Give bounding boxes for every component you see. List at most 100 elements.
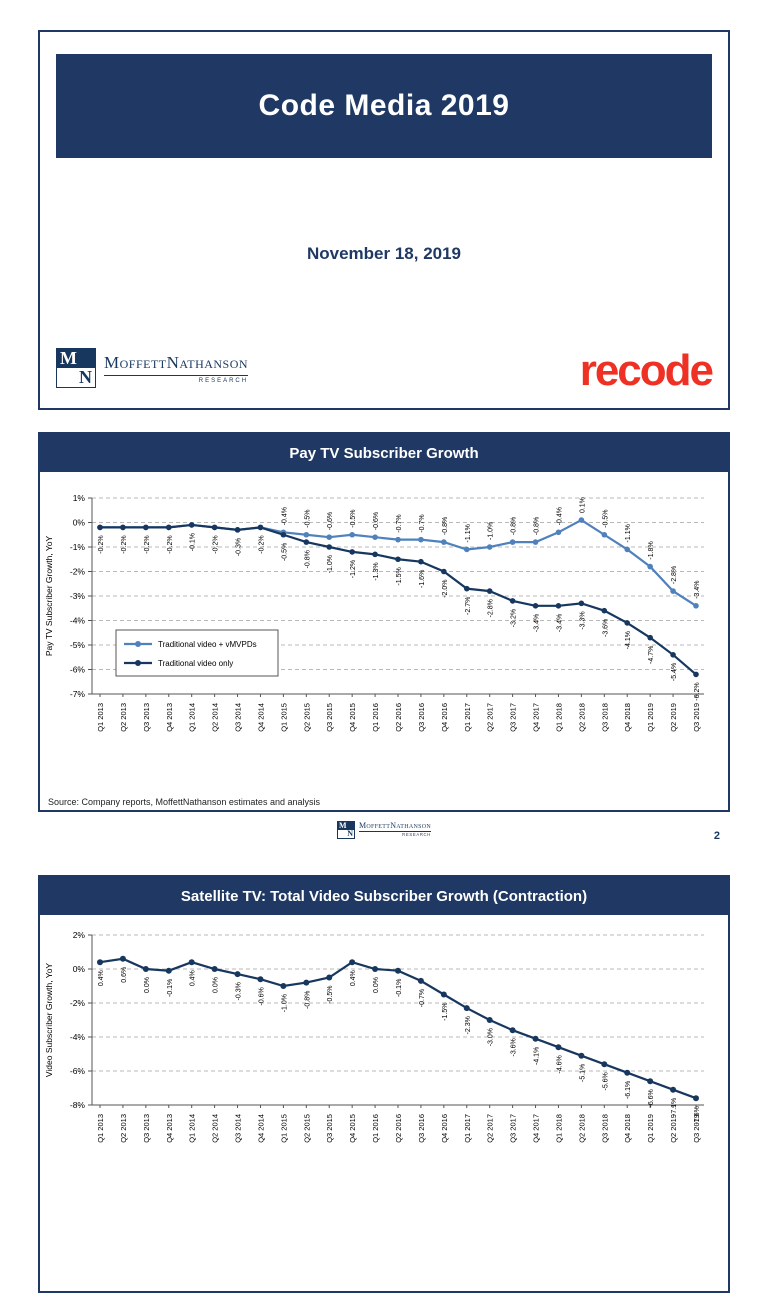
svg-text:-6.1%: -6.1% xyxy=(625,1081,632,1099)
svg-text:-3.6%: -3.6% xyxy=(511,1038,518,1056)
svg-text:Q2 2017: Q2 2017 xyxy=(486,703,495,732)
svg-text:-2%: -2% xyxy=(70,998,86,1008)
svg-text:Q1 2013: Q1 2013 xyxy=(96,703,105,732)
svg-text:-0.4%: -0.4% xyxy=(556,507,563,525)
svg-text:0.4%: 0.4% xyxy=(98,970,105,986)
svg-text:Q3 2015: Q3 2015 xyxy=(325,1114,334,1143)
svg-text:-3.3%: -3.3% xyxy=(579,611,586,629)
document-page: Code Media 2019 November 18, 2019 M N Mo… xyxy=(38,30,730,1293)
svg-text:-0.6%: -0.6% xyxy=(258,987,265,1005)
svg-text:-7.6%: -7.6% xyxy=(694,1106,701,1124)
satellite-chart-title: Satellite TV: Total Video Subscriber Gro… xyxy=(40,877,728,915)
svg-text:Q4 2015: Q4 2015 xyxy=(348,703,357,732)
svg-text:Q3 2015: Q3 2015 xyxy=(325,703,334,732)
mn-monogram-m: M xyxy=(337,822,354,830)
svg-text:-0.2%: -0.2% xyxy=(144,535,151,553)
paytv-chart-title: Pay TV Subscriber Growth xyxy=(40,434,728,472)
svg-text:-0.8%: -0.8% xyxy=(534,517,541,535)
svg-text:-5.4%: -5.4% xyxy=(671,663,678,681)
svg-text:Q2 2018: Q2 2018 xyxy=(577,703,586,732)
svg-text:Q4 2015: Q4 2015 xyxy=(348,1114,357,1143)
svg-text:Q1 2018: Q1 2018 xyxy=(554,1114,563,1143)
svg-text:-1.2%: -1.2% xyxy=(350,560,357,578)
svg-text:Q2 2013: Q2 2013 xyxy=(119,703,128,732)
svg-text:-1.0%: -1.0% xyxy=(327,555,334,573)
svg-text:-0.5%: -0.5% xyxy=(350,509,357,527)
svg-text:0.4%: 0.4% xyxy=(350,970,357,986)
svg-text:Q1 2019: Q1 2019 xyxy=(646,703,655,732)
deck-date: November 18, 2019 xyxy=(306,244,462,263)
svg-text:-1.1%: -1.1% xyxy=(625,524,632,542)
svg-text:-0.1%: -0.1% xyxy=(167,979,174,997)
svg-text:-0.8%: -0.8% xyxy=(511,517,518,535)
svg-text:Q3 2018: Q3 2018 xyxy=(600,703,609,732)
svg-text:-4.6%: -4.6% xyxy=(556,1055,563,1073)
svg-text:-0.2%: -0.2% xyxy=(98,535,105,553)
svg-text:-3.6%: -3.6% xyxy=(602,619,609,637)
svg-text:-0.2%: -0.2% xyxy=(121,535,128,553)
svg-text:-0.4%: -0.4% xyxy=(281,507,288,525)
svg-text:Q3 2013: Q3 2013 xyxy=(142,703,151,732)
svg-text:-0.8%: -0.8% xyxy=(442,517,449,535)
page-number: 2 xyxy=(713,830,720,842)
svg-text:-0.1%: -0.1% xyxy=(396,979,403,997)
svg-text:-0.8%: -0.8% xyxy=(304,991,311,1009)
mn-wordmark: MoffettNathanson RESEARCH xyxy=(104,353,249,384)
svg-text:-0.8%: -0.8% xyxy=(304,550,311,568)
svg-text:Q4 2018: Q4 2018 xyxy=(623,703,632,732)
mn-name: MoffettNathanson xyxy=(104,353,249,376)
svg-text:Q1 2014: Q1 2014 xyxy=(188,1114,197,1143)
svg-text:-2%: -2% xyxy=(70,567,86,577)
svg-text:Q3 2018: Q3 2018 xyxy=(600,1114,609,1143)
svg-text:Q2 2019: Q2 2019 xyxy=(669,1114,678,1143)
svg-text:0.6%: 0.6% xyxy=(121,967,128,983)
svg-text:Q1 2013: Q1 2013 xyxy=(96,1114,105,1143)
svg-text:Q1 2014: Q1 2014 xyxy=(188,703,197,732)
svg-text:Q1 2017: Q1 2017 xyxy=(463,703,472,732)
svg-text:-1.5%: -1.5% xyxy=(396,567,403,585)
svg-text:-1.5%: -1.5% xyxy=(442,1003,449,1021)
svg-text:Q4 2013: Q4 2013 xyxy=(165,1114,174,1143)
mn-monogram-n: N xyxy=(337,830,354,838)
svg-text:-4.1%: -4.1% xyxy=(534,1047,541,1065)
mn-wordmark: MoffettNathanson RESEARCH xyxy=(358,821,432,840)
svg-text:-4%: -4% xyxy=(70,1032,86,1042)
svg-text:-8%: -8% xyxy=(70,1100,86,1110)
svg-text:Q1 2018: Q1 2018 xyxy=(554,703,563,732)
svg-text:Q2 2015: Q2 2015 xyxy=(302,703,311,732)
source-note: Source: Company reports, MoffettNathanso… xyxy=(48,797,320,807)
svg-text:Q2 2016: Q2 2016 xyxy=(394,1114,403,1143)
paytv-growth-slide: Pay TV Subscriber Growth 1% 0% -1% -2% -3% -4… xyxy=(38,432,730,848)
svg-text:0.4%: 0.4% xyxy=(190,970,197,986)
svg-text:-0.5%: -0.5% xyxy=(304,509,311,527)
svg-text:0.0%: 0.0% xyxy=(213,977,220,993)
svg-text:-6%: -6% xyxy=(70,665,86,675)
svg-text:Q4 2014: Q4 2014 xyxy=(256,703,265,732)
mn-monogram-icon: M N xyxy=(56,348,96,388)
svg-text:2%: 2% xyxy=(73,930,86,940)
svg-text:-1.0%: -1.0% xyxy=(488,522,495,540)
svg-text:-0.5%: -0.5% xyxy=(281,543,288,561)
title-slide-footer: M N MoffettNathanson RESEARCH recode xyxy=(56,348,714,392)
svg-text:-0.7%: -0.7% xyxy=(396,514,403,532)
svg-text:-0.3%: -0.3% xyxy=(236,538,243,556)
svg-text:Q1 2016: Q1 2016 xyxy=(371,1114,380,1143)
svg-text:-5.1%: -5.1% xyxy=(579,1064,586,1082)
svg-text:Q3 2017: Q3 2017 xyxy=(509,703,518,732)
svg-text:Q2 2016: Q2 2016 xyxy=(394,703,403,732)
svg-text:-0.2%: -0.2% xyxy=(167,535,174,553)
satellite-chart-title-text: Satellite TV: Total Video Subscriber Gro… xyxy=(180,887,588,905)
svg-text:Q3 2014: Q3 2014 xyxy=(234,703,243,732)
mn-monogram-icon: M N xyxy=(336,821,355,839)
satellite-growth-slide: Satellite TV: Total Video Subscriber Gro… xyxy=(38,875,730,1295)
svg-text:-0.5%: -0.5% xyxy=(327,986,334,1004)
svg-text:-0.5%: -0.5% xyxy=(602,509,609,527)
svg-text:-6.6%: -6.6% xyxy=(648,1089,655,1107)
svg-text:Q3 2019: Q3 2019 xyxy=(692,703,701,732)
svg-text:-3.4%: -3.4% xyxy=(694,581,701,599)
svg-text:-4%: -4% xyxy=(70,616,86,626)
svg-text:Q1 2016: Q1 2016 xyxy=(371,703,380,732)
svg-text:-1%: -1% xyxy=(70,542,86,552)
svg-text:Video Subscriber Growth, YoY: Video Subscriber Growth, YoY xyxy=(44,963,54,1078)
svg-text:-2.0%: -2.0% xyxy=(442,580,449,598)
